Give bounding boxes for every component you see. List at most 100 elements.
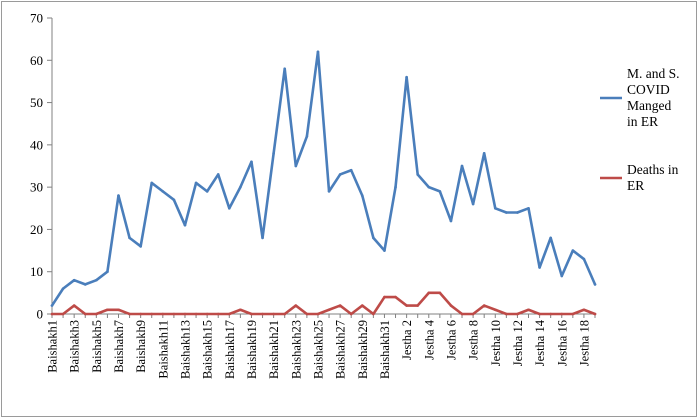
data-point — [383, 249, 386, 252]
data-point — [272, 312, 275, 316]
data-point — [493, 206, 497, 210]
data-point — [449, 304, 453, 307]
data-point — [294, 304, 298, 307]
legend-label: in ER — [627, 114, 658, 129]
y-tick-label: 0 — [37, 307, 44, 322]
data-point — [128, 312, 131, 316]
data-point — [338, 173, 342, 176]
data-point — [349, 312, 353, 316]
data-point — [582, 257, 586, 261]
data-point — [106, 308, 109, 312]
data-point — [505, 312, 508, 316]
data-point — [50, 304, 54, 307]
x-tick-label: Baishakh31 — [378, 320, 392, 379]
data-point — [505, 211, 508, 214]
data-point — [83, 283, 87, 286]
data-point — [538, 312, 541, 316]
x-tick-label: Jestha 4 — [422, 319, 436, 360]
data-point — [471, 312, 475, 316]
data-point — [283, 67, 287, 71]
data-point — [239, 185, 242, 189]
data-point — [117, 194, 120, 197]
series-line-1 — [50, 50, 597, 307]
data-point — [460, 164, 464, 168]
y-tick-label: 20 — [30, 222, 43, 237]
data-point — [593, 283, 597, 286]
data-point — [161, 190, 165, 193]
data-point — [228, 206, 231, 210]
data-point — [349, 168, 353, 172]
x-tick-label: Jestha 2 — [400, 320, 414, 360]
data-point — [327, 308, 331, 312]
x-tick-label: Baishakh13 — [178, 320, 192, 379]
data-point — [305, 135, 309, 138]
data-point — [438, 190, 442, 193]
data-point — [183, 312, 187, 316]
x-tick-label: Baishakh1 — [46, 320, 60, 373]
data-point — [183, 223, 187, 227]
y-tick-label: 30 — [30, 180, 43, 195]
data-point — [416, 304, 419, 307]
x-tick-label: Baishakh27 — [334, 320, 348, 379]
data-point — [405, 75, 408, 79]
data-point — [250, 312, 253, 316]
data-point — [394, 185, 397, 189]
x-tick-label: Baishakh11 — [156, 320, 170, 379]
data-point — [372, 312, 375, 316]
data-point — [560, 312, 564, 316]
data-point — [549, 312, 552, 316]
x-tick-label: Baishakh9 — [134, 320, 148, 373]
x-tick-label: Jestha 12 — [511, 320, 525, 366]
x-tick-label: Baishakh17 — [223, 320, 237, 379]
data-point — [427, 291, 431, 295]
data-point — [372, 236, 375, 240]
data-point — [383, 295, 386, 299]
data-point — [582, 308, 586, 312]
x-tick-label: Jestha 10 — [489, 320, 503, 366]
data-point — [593, 312, 597, 316]
y-tick-label: 40 — [30, 137, 43, 152]
x-tick-label: Baishakh3 — [68, 320, 82, 373]
data-point — [571, 249, 575, 252]
x-tick-label: Baishakh21 — [267, 320, 281, 379]
data-point — [283, 312, 287, 316]
x-tick-label: Baishakh19 — [245, 320, 259, 379]
data-point — [527, 206, 530, 210]
data-point — [272, 152, 275, 155]
x-tick-label: Jestha 16 — [555, 320, 569, 366]
data-point — [305, 312, 309, 316]
legend-label: M. and S. — [627, 66, 680, 81]
data-point — [205, 190, 209, 193]
legend-label: Deaths in — [627, 162, 679, 177]
data-point — [50, 312, 54, 316]
x-tick-label: Baishakh7 — [112, 320, 126, 373]
x-tick-label: Jestha 14 — [533, 319, 547, 366]
data-point — [172, 198, 176, 202]
data-point — [250, 160, 253, 164]
data-point — [216, 173, 220, 176]
data-point — [316, 50, 320, 54]
data-point — [438, 291, 442, 295]
data-point — [172, 312, 176, 316]
data-point — [228, 312, 231, 316]
data-point — [538, 266, 541, 269]
y-tick-label: 10 — [30, 264, 43, 279]
x-tick-label: Baishakh23 — [289, 320, 303, 379]
data-point — [72, 304, 76, 307]
data-point — [61, 287, 65, 290]
data-point — [549, 236, 552, 240]
y-tick-label: 70 — [30, 11, 43, 26]
data-point — [139, 245, 142, 248]
x-tick-label: Jestha 6 — [444, 320, 458, 360]
x-tick-label: Baishakh29 — [356, 320, 370, 379]
data-point — [493, 308, 497, 312]
x-tick-label: Baishakh25 — [311, 320, 325, 379]
data-point — [72, 278, 76, 282]
data-point — [427, 185, 431, 189]
data-point — [139, 312, 142, 316]
data-point — [216, 312, 220, 316]
data-point — [338, 304, 342, 307]
series-line-2 — [50, 291, 597, 316]
data-point — [261, 236, 264, 240]
